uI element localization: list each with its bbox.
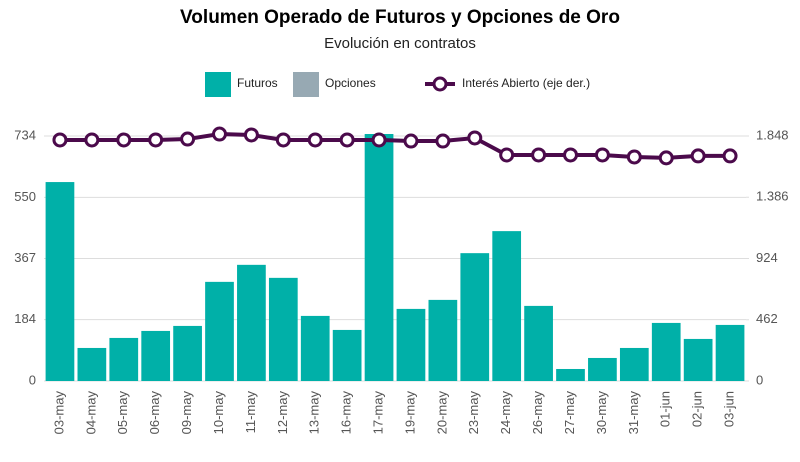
bar bbox=[237, 264, 266, 381]
line-marker bbox=[531, 147, 547, 163]
line-marker bbox=[307, 132, 323, 148]
bar bbox=[619, 347, 649, 381]
y2-tick-label: 0 bbox=[756, 372, 763, 387]
line bbox=[59, 132, 731, 160]
chart-title: Volumen Operado de Futuros y Opciones de… bbox=[180, 7, 620, 28]
bar bbox=[524, 305, 553, 381]
bar bbox=[715, 324, 745, 381]
x-tick-label: 24-may bbox=[498, 391, 513, 435]
bar bbox=[268, 277, 298, 381]
line-marker bbox=[626, 149, 642, 165]
bar bbox=[683, 338, 713, 381]
x-tick-label: 23-may bbox=[466, 391, 481, 435]
x-tick-label: 03-may bbox=[51, 391, 66, 435]
bar bbox=[300, 315, 330, 381]
bar bbox=[205, 281, 234, 381]
legend-label: Opciones bbox=[325, 76, 376, 90]
y-tick-label: 550 bbox=[14, 189, 36, 204]
x-tick-label: 13-may bbox=[307, 391, 322, 435]
y-tick-label: 367 bbox=[14, 250, 36, 265]
y2-tick-label: 1.386 bbox=[756, 189, 789, 204]
y2-tick-label: 1.848 bbox=[756, 127, 789, 142]
bar bbox=[588, 357, 617, 381]
bar bbox=[45, 182, 75, 381]
line-marker bbox=[594, 147, 610, 163]
line-marker bbox=[371, 132, 387, 148]
line-marker bbox=[243, 127, 259, 143]
line-marker bbox=[148, 132, 164, 148]
bar bbox=[77, 347, 107, 381]
x-tick-label: 17-may bbox=[370, 391, 385, 435]
x-tick-label: 12-may bbox=[275, 391, 290, 435]
x-tick-label: 03-jun bbox=[721, 391, 736, 427]
bar bbox=[651, 322, 681, 381]
x-tick-label: 16-may bbox=[339, 391, 354, 435]
x-tick-label: 11-may bbox=[243, 391, 258, 434]
line-marker bbox=[722, 148, 738, 164]
line-marker bbox=[499, 147, 515, 163]
x-tick-label: 02-jun bbox=[690, 391, 705, 427]
bar bbox=[141, 330, 171, 381]
x-tick-label: 01-jun bbox=[658, 391, 673, 427]
bar bbox=[109, 337, 139, 381]
y-tick-label: 734 bbox=[14, 127, 36, 142]
bar bbox=[396, 308, 426, 381]
y-tick-label: 0 bbox=[29, 372, 36, 387]
legend-label: Interés Abierto (eje der.) bbox=[462, 76, 590, 90]
line-marker bbox=[116, 132, 132, 148]
x-tick-label: 10-may bbox=[211, 391, 226, 435]
line-marker bbox=[435, 133, 451, 149]
x-tick-label: 05-may bbox=[115, 391, 130, 435]
x-tick-label: 30-may bbox=[594, 391, 609, 435]
bar bbox=[556, 368, 585, 381]
x-tick-label: 26-may bbox=[530, 391, 545, 435]
line-marker bbox=[52, 132, 68, 148]
line-marker bbox=[658, 150, 674, 166]
chart-subtitle: Evolución en contratos bbox=[324, 35, 476, 52]
bar bbox=[460, 253, 490, 381]
x-tick-label: 27-may bbox=[562, 391, 577, 435]
line-marker bbox=[563, 147, 578, 163]
line-marker bbox=[275, 132, 291, 148]
line-marker bbox=[403, 133, 419, 149]
line-marker bbox=[467, 130, 483, 146]
legend-swatch bbox=[205, 72, 231, 97]
line-marker bbox=[212, 126, 227, 142]
line-marker bbox=[339, 132, 355, 148]
y-tick-label: 184 bbox=[14, 311, 36, 326]
x-tick-label: 04-may bbox=[83, 391, 98, 435]
bar bbox=[173, 325, 202, 381]
legend-marker bbox=[432, 76, 448, 92]
y2-tick-label: 462 bbox=[756, 311, 778, 326]
x-tick-label: 06-may bbox=[147, 391, 162, 435]
x-tick-label: 20-may bbox=[434, 391, 449, 435]
legend-label: Futuros bbox=[237, 76, 278, 90]
bar bbox=[364, 133, 394, 381]
x-tick-label: 19-may bbox=[402, 391, 417, 435]
x-tick-label: 31-may bbox=[626, 391, 641, 435]
x-tick-label: 09-may bbox=[179, 391, 194, 435]
bar bbox=[332, 329, 362, 381]
bar bbox=[428, 299, 458, 381]
bar bbox=[492, 231, 522, 381]
line-marker bbox=[690, 148, 706, 164]
line-marker bbox=[84, 132, 100, 148]
line-marker bbox=[180, 131, 196, 147]
y2-tick-label: 924 bbox=[756, 250, 778, 265]
legend-swatch bbox=[293, 72, 319, 97]
